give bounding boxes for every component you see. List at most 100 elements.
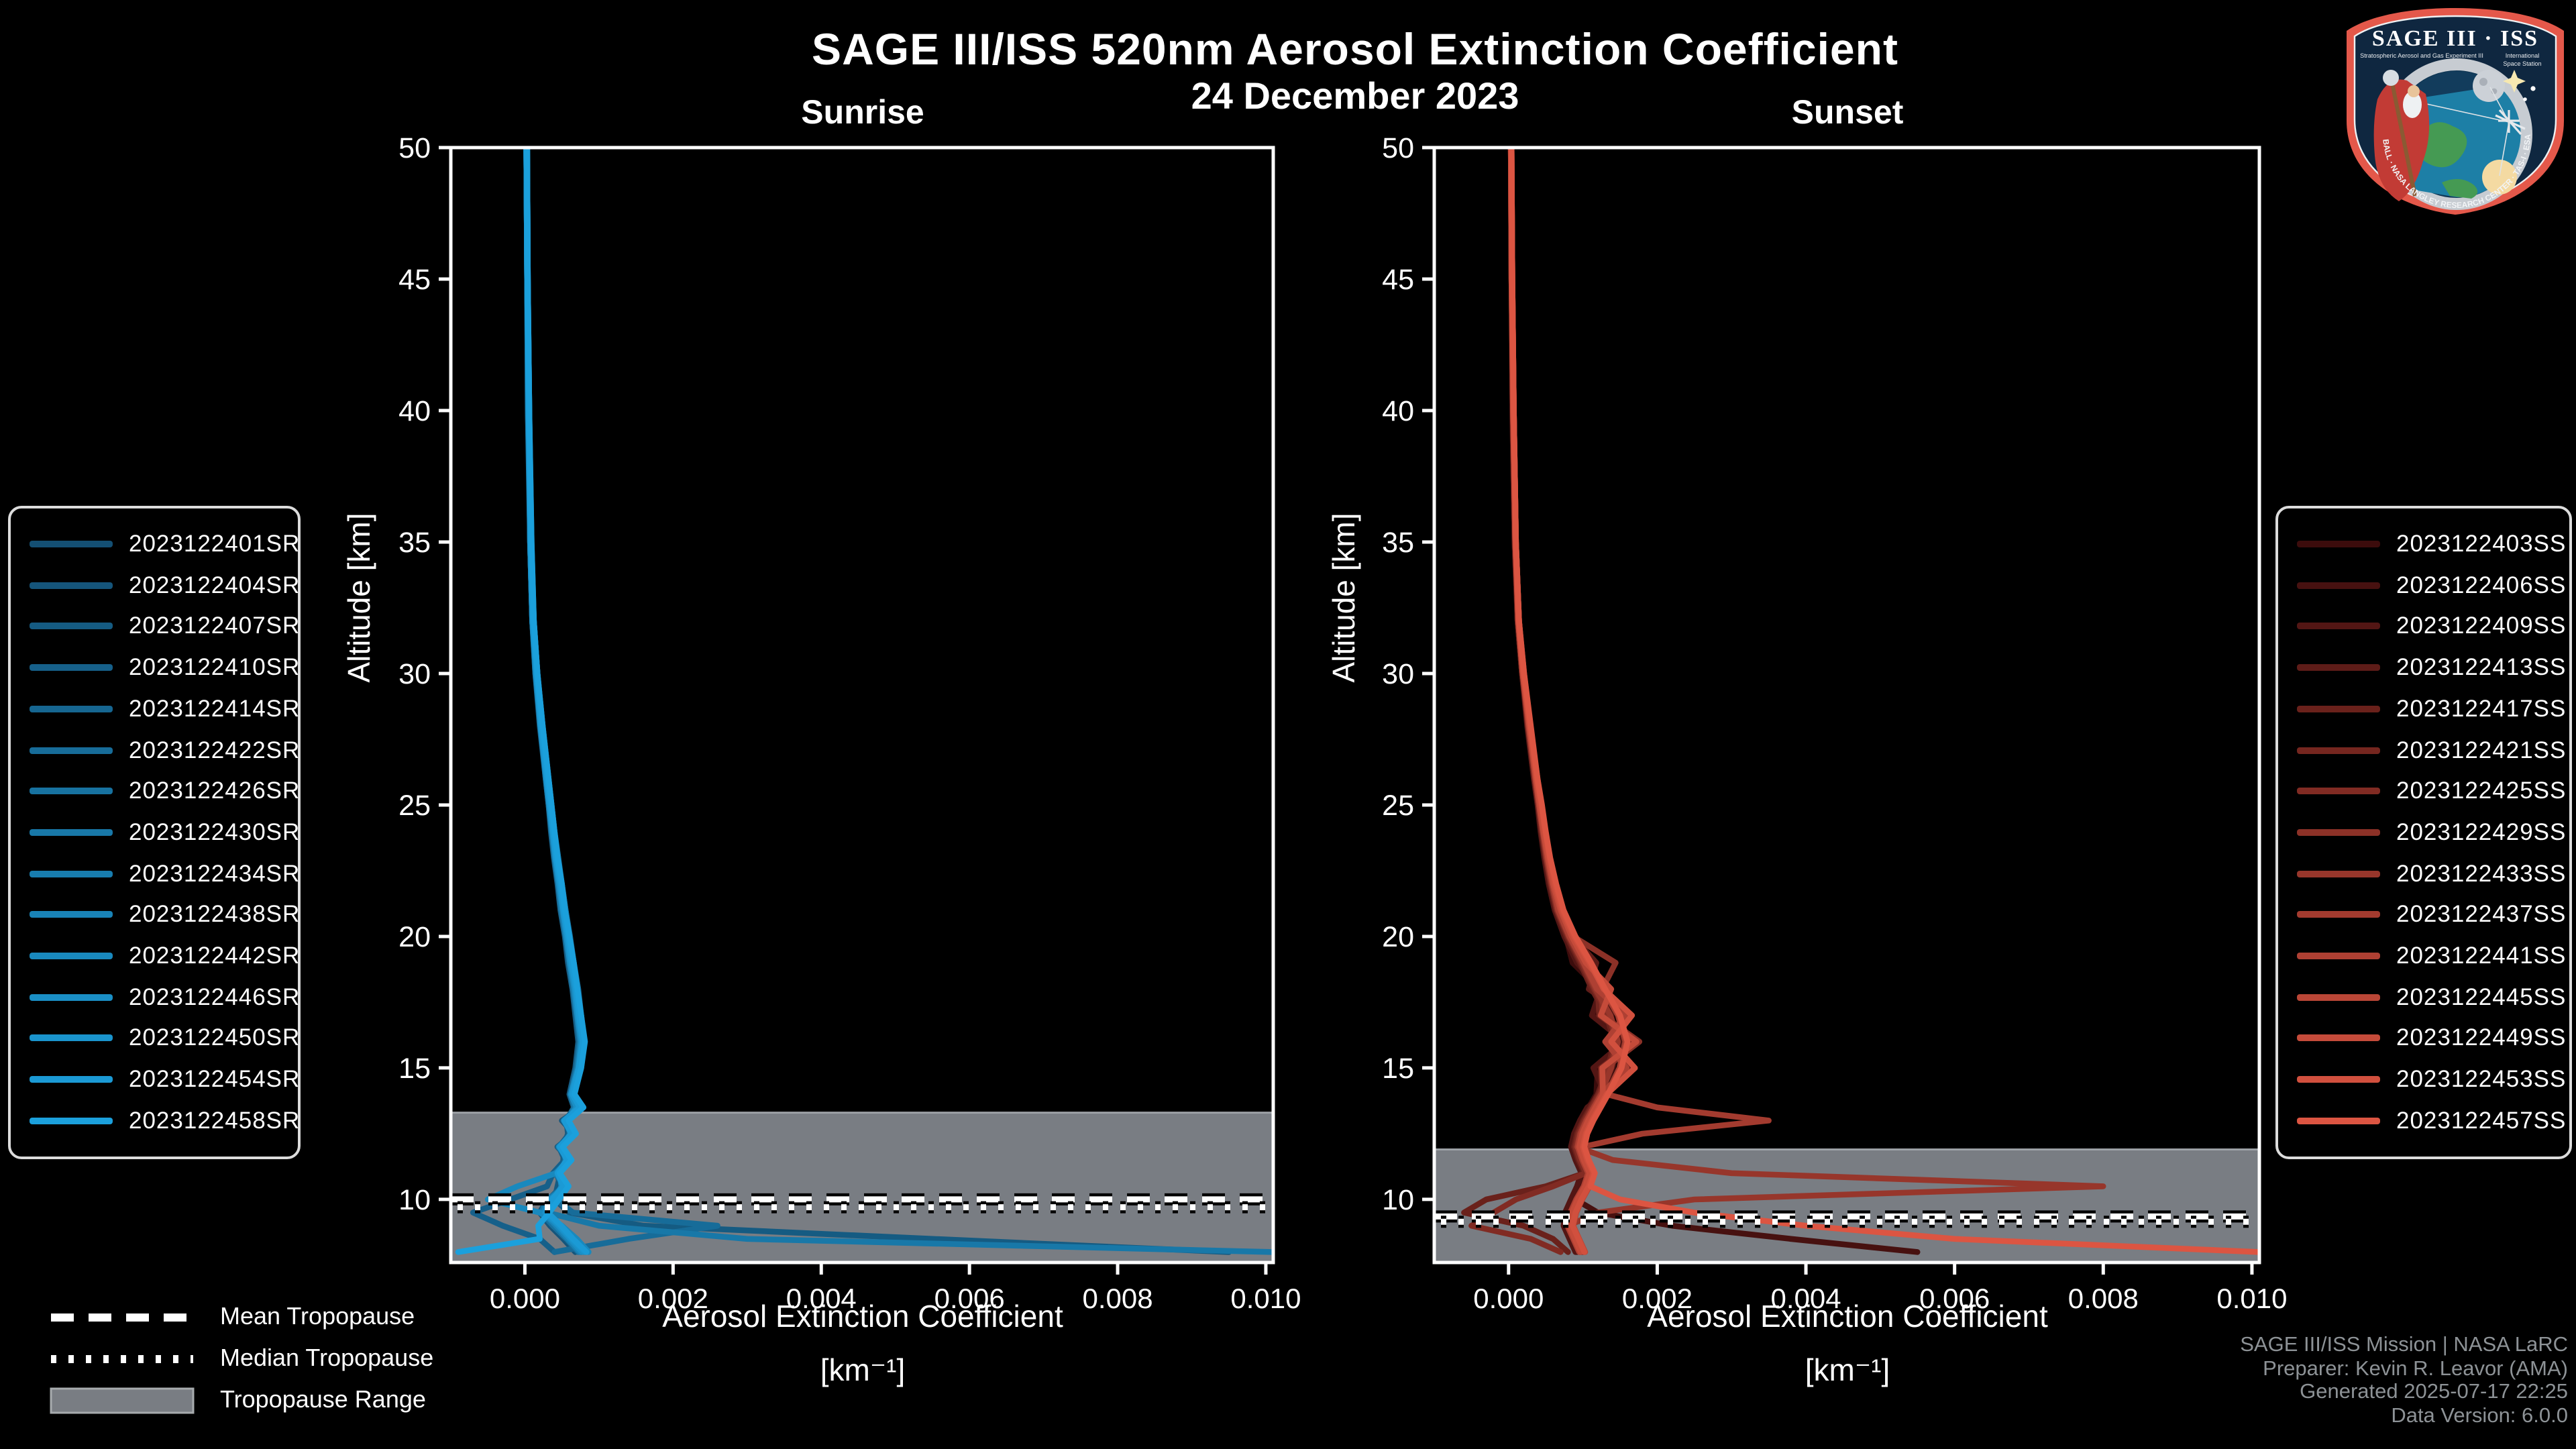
mean-tropopause-dashed-line-icon [51, 1313, 193, 1321]
legend-line-swatch [2297, 582, 2380, 589]
logo-title: SAGE III · ISS [2372, 26, 2538, 51]
logo-star [2503, 70, 2526, 93]
x-tick-label: 0.004 [1770, 1283, 1841, 1314]
legend-line-swatch [30, 705, 113, 712]
y-tick-label: 25 [1382, 790, 1414, 822]
legend-row-2023122421SS: 2023122421SS [2297, 731, 2569, 769]
legend-event-label: 2023122442SR [129, 942, 301, 969]
legend-row-2023122445SS: 2023122445SS [2297, 977, 2569, 1016]
legend-line-swatch [30, 828, 113, 836]
logo-subtitle-iss-2: Space Station [2503, 60, 2541, 67]
legend-event-label: 2023122449SS [2396, 1024, 2567, 1051]
legend-row-2023122442SR: 2023122442SR [30, 936, 301, 975]
legend-event-label: 2023122430SR [129, 818, 301, 845]
panel-title-sunset: Sunset [1791, 94, 1904, 131]
legend-line-swatch [30, 747, 113, 754]
series-line-2023122437SS [1508, 148, 1772, 1255]
legend-event-label: 2023122433SS [2396, 859, 2567, 887]
legend-item-median-tropopause: Median Tropopause [48, 1338, 612, 1379]
page-title: SAGE III/ISS 520nm Aerosol Extinction Co… [812, 24, 1898, 74]
legend-event-label: 2023122417SS [2396, 694, 2567, 722]
legend-line-swatch [30, 582, 113, 589]
logo-star-2 [2530, 86, 2536, 91]
legend-line-swatch [30, 911, 113, 918]
legend-line-swatch [30, 1076, 113, 1083]
legend-line-swatch [2297, 1117, 2380, 1124]
legend-event-label: 2023122450SR [129, 1024, 301, 1051]
legend-row-2023122406SS: 2023122406SS [2297, 566, 2569, 604]
legend-line-swatch [2297, 1034, 2380, 1042]
x-tick-label: 0.006 [934, 1283, 1005, 1314]
logo-continent-2 [2442, 178, 2478, 199]
legend-line-swatch [2297, 994, 2380, 1001]
y-tick-label: 10 [398, 1184, 431, 1216]
series-line-2023122406SS [1507, 148, 1921, 1255]
x-tick-label: 0.010 [2216, 1283, 2287, 1314]
y-tick-label: 45 [398, 264, 431, 296]
logo-sun [2482, 160, 2517, 195]
x-tick-label: 0.010 [1230, 1283, 1301, 1314]
y-tick-label: 10 [1382, 1184, 1414, 1216]
plot-frame [1432, 146, 2261, 1265]
legend-row-2023122425SS: 2023122425SS [2297, 771, 2569, 810]
xaxis-units-sunset: [km⁻¹] [1805, 1352, 1890, 1387]
x-tick-label: 0.004 [786, 1283, 857, 1314]
plot-frame [449, 146, 1275, 1265]
legend-sunrise-events: 2023122401SR 2023122404SR 2023122407SR 2023… [8, 506, 301, 1159]
legend-row-2023122438SR: 2023122438SR [30, 896, 301, 934]
series-line-2023122417SS [1461, 148, 1617, 1255]
legend-line-swatch [2297, 953, 2380, 960]
series-line-2023122429SS [1508, 148, 1643, 1255]
legend-row-2023122414SR: 2023122414SR [30, 690, 299, 729]
legend-line-swatch [30, 1034, 113, 1042]
date-subtitle: 24 December 2023 [1191, 75, 1519, 117]
legend-event-label: 2023122446SR [129, 983, 301, 1010]
legend-row-2023122407SR: 2023122407SR [30, 607, 301, 646]
series-line-2023122458SR [455, 148, 588, 1255]
legend-event-label: 2023122425SS [2396, 777, 2567, 804]
legend-event-label: 2023122409SS [2396, 612, 2567, 639]
legend-event-label: 2023122407SR [129, 612, 301, 639]
logo-subtitle-iss-1: International [2506, 52, 2540, 59]
legend-event-label: 2023122401SR [129, 530, 301, 557]
yaxis-label-sunset: Altitude [km] [1326, 513, 1361, 683]
panel-sunrise: 0.000 0.002 0.004 0.006 0.008 0.010 50 45 40 35 30… [398, 132, 1301, 1314]
legend-item-tropopause-range: Tropopause Range [48, 1379, 612, 1421]
legend-row-2023122450SR: 2023122450SR [30, 1019, 301, 1058]
legend-event-label: 2023122454SR [129, 1065, 301, 1093]
logo-moon-crater [2479, 78, 2487, 86]
legend-row-2023122457SS: 2023122457SS [2297, 1102, 2569, 1140]
y-tick-label: 35 [398, 527, 431, 559]
y-tick-label: 20 [398, 921, 431, 953]
legend-event-label: 2023122410SR [129, 653, 301, 681]
legend-event-label: 2023122438SR [129, 900, 301, 928]
legend-line-swatch [30, 1117, 113, 1124]
legend-row-2023122403SS: 2023122403SS [2297, 525, 2569, 564]
panel-sunset: 0.000 0.002 0.004 0.006 0.008 0.010 50 45 40 35 30… [1382, 132, 2287, 1314]
legend-line-swatch [2297, 911, 2380, 918]
legend-line-swatch [30, 541, 113, 547]
y-tick-label: 25 [398, 790, 431, 822]
legend-event-label: 2023122453SS [2396, 1065, 2567, 1093]
tropopause-range-label: Tropopause Range [220, 1386, 426, 1413]
legend-event-label: 2023122404SR [129, 571, 301, 598]
legend-row-2023122446SR: 2023122446SR [30, 977, 301, 1016]
xaxis-units-sunrise: [km⁻¹] [820, 1352, 906, 1387]
xaxis-label-sunset: Aerosol Extinction Coefficient [1647, 1299, 2048, 1334]
legend-line-swatch [30, 953, 113, 960]
y-tick-label: 45 [1382, 264, 1414, 296]
legend-row-2023122422SR: 2023122422SR [30, 731, 299, 769]
legend-row-2023122410SR: 2023122410SR [30, 648, 301, 687]
legend-row-2023122454SR: 2023122454SR [30, 1060, 301, 1099]
legend-line-swatch [2297, 828, 2380, 836]
legend-event-label: 2023122413SS [2396, 653, 2567, 681]
logo-star-3 [2523, 97, 2527, 101]
logo-continent [2416, 122, 2467, 168]
legend-event-label: 2023122403SS [2396, 530, 2567, 557]
legend-row-2023122429SS: 2023122429SS [2297, 813, 2569, 852]
legend-event-label: 2023122445SS [2396, 983, 2567, 1010]
legend-row-2023122441SS: 2023122441SS [2297, 936, 2569, 975]
series-line-2023122457SS [1508, 148, 2259, 1255]
